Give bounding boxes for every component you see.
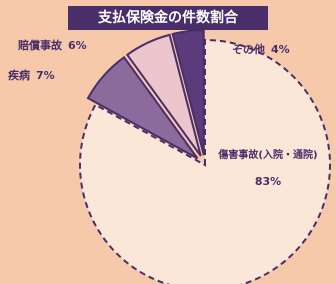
value-label: 6% (68, 39, 87, 52)
chart-title: 支払保険金の件数割合 (97, 9, 239, 26)
chart: 支払保険金の件数割合 傷害事故(入院・通院) 83% 疾病 7% 賠償事故 6% その他 4% (0, 0, 335, 284)
slice-label: 傷害事故(入院・通院) (217, 148, 317, 161)
slice-label: 疾病 (8, 68, 30, 82)
value-label: 7% (36, 69, 55, 82)
value-label: 4% (271, 43, 290, 56)
slice-label: 賠償事故 (18, 38, 63, 52)
value-label: 83% (255, 175, 281, 188)
slice-label: その他 (232, 42, 265, 56)
